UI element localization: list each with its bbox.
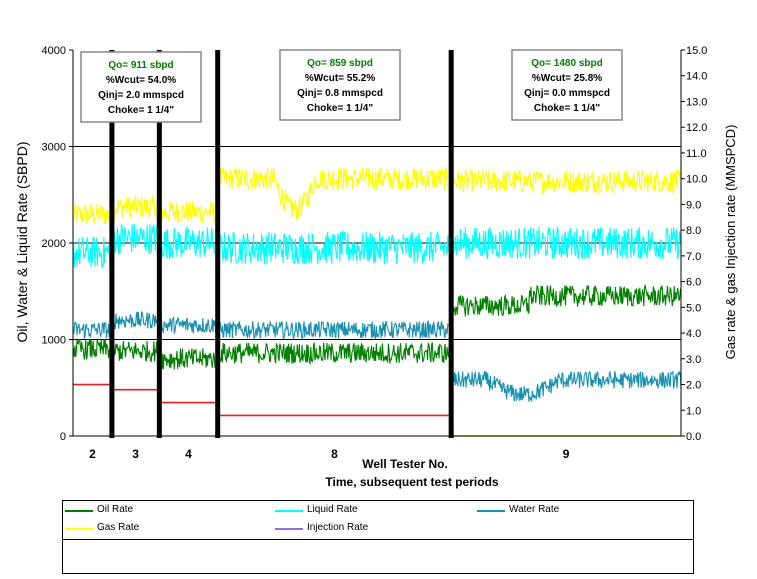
right-tick-label: 3.0 [686, 354, 701, 366]
right-tick-label: 10.0 [686, 174, 707, 186]
left-tick-label: 3000 [42, 142, 66, 154]
left-tick-label: 4000 [42, 45, 66, 57]
right-tick-label: 4.0 [686, 328, 701, 340]
annotation-box [80, 51, 202, 123]
right-tick-label: 5.0 [686, 302, 701, 314]
legend-swatch-injection-rate [275, 528, 303, 530]
right-tick-label: 15.0 [686, 45, 707, 57]
right-tick-label: 13.0 [686, 96, 707, 108]
annotation-line: Choke= 1 1/4" [108, 105, 174, 116]
annotation-box1: Qo= 911 sbpd %Wcut= 54.0% Qinj= 2.0 mmspcd… [80, 51, 202, 123]
annotation-line: %Wcut= 55.2% [305, 73, 375, 84]
legend-row-2: Gas Rate Injection Rate [63, 520, 693, 538]
left-tick-label: 2000 [42, 238, 66, 250]
annotation-line: Qo= 911 sbpd [108, 60, 173, 71]
liquid-rate-line [72, 223, 682, 269]
production-chart: 0 1000 2000 3000 4000 0.0 1.0 2.0 3.0 4.0 5.0 6.0 7… [14, 45, 738, 489]
annotation-line: %Wcut= 25.8% [532, 73, 602, 84]
right-tick-label: 9.0 [686, 199, 701, 211]
annotation-line: Choke= 1 1/4" [307, 103, 373, 114]
left-axis-ticks: 0 1000 2000 3000 4000 [42, 45, 73, 443]
annotation-line: Qinj= 0.0 mmspcd [524, 88, 610, 99]
period-label: 9 [563, 447, 570, 461]
series-lines [72, 166, 682, 437]
period-label: 4 [185, 447, 192, 461]
annotations: Qo= 911 sbpd %Wcut= 54.0% Qinj= 2.0 mmspcd… [80, 49, 623, 123]
annotation-box [279, 49, 401, 121]
right-axis-ticks: 0.0 1.0 2.0 3.0 4.0 5.0 6.0 7.0 8.0 9.0 10.0 11.0 12… [681, 45, 707, 443]
left-tick-label: 1000 [42, 335, 66, 347]
right-tick-label: 6.0 [686, 277, 701, 289]
annotation-line: Qinj= 0.8 mmspcd [297, 88, 383, 99]
legend-label-gas-rate: Gas Rate [97, 522, 140, 533]
x-axis-label-line1: Well Tester No. [362, 457, 448, 471]
legend-label-liquid-rate: Liquid Rate [307, 504, 358, 515]
legend-label-water-rate: Water Rate [509, 504, 560, 515]
annotation-line: %Wcut= 54.0% [106, 75, 176, 86]
annotation-line: Qo= 859 sbpd [307, 58, 373, 69]
legend: Oil Rate Liquid Rate Water Rate Gas Rate… [62, 500, 694, 574]
legend-label-injection-rate: Injection Rate [307, 522, 369, 533]
annotation-line: Choke= 1 1/4" [534, 103, 600, 114]
y-axis-label-left: Oil, Water & Liquid Rate (SBPD) [14, 142, 30, 343]
annotation-box3: Qo= 1480 sbpd %Wcut= 25.8% Qinj= 0.0 mmspc… [511, 49, 623, 121]
period-label: 2 [89, 447, 96, 461]
legend-row-1: Oil Rate Liquid Rate Water Rate [63, 502, 693, 520]
gas-rate-line [72, 166, 682, 225]
annotation-box [511, 49, 623, 121]
test-period-labels: 2 3 4 8 9 [89, 447, 570, 461]
right-tick-label: 7.0 [686, 251, 701, 263]
right-tick-label: 11.0 [686, 148, 707, 160]
legend-swatch-water-rate [477, 510, 505, 512]
right-tick-label: 12.0 [686, 122, 707, 134]
legend-divider [63, 539, 693, 540]
right-tick-label: 1.0 [686, 405, 701, 417]
y-axis-label-right: Gas rate & gas Injection rate (MMSPCD) [723, 125, 738, 360]
right-tick-label: 8.0 [686, 225, 701, 237]
left-tick-label: 0 [60, 431, 66, 443]
right-tick-label: 14.0 [686, 71, 707, 83]
period-label: 3 [132, 447, 139, 461]
legend-swatch-gas-rate [65, 528, 93, 530]
legend-swatch-liquid-rate [275, 510, 303, 512]
period-label: 8 [331, 447, 338, 461]
legend-label-oil-rate: Oil Rate [97, 504, 134, 515]
water-rate-line [72, 311, 682, 402]
legend-swatch-oil-rate [65, 510, 93, 512]
annotation-line: Qo= 1480 sbpd [531, 58, 602, 69]
oil-rate-line [72, 283, 682, 370]
x-axis-label-line2: Time, subsequent test periods [325, 475, 498, 489]
annotation-box2: Qo= 859 sbpd %Wcut= 55.2% Qinj= 0.8 mmspcd… [279, 49, 401, 121]
annotation-line: Qinj= 2.0 mmspcd [98, 90, 184, 101]
right-tick-label: 2.0 [686, 380, 701, 392]
right-tick-label: 0.0 [686, 431, 701, 443]
